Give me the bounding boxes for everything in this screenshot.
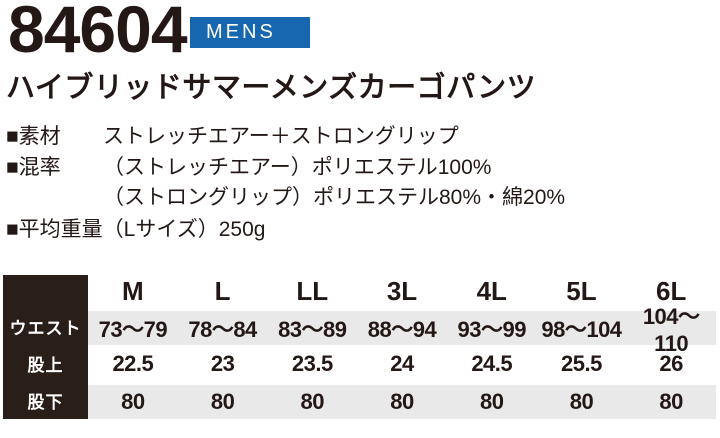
rise-value: 24 — [390, 350, 414, 376]
row-label-waist: ウエスト — [9, 319, 82, 338]
product-number: 84604 — [8, 0, 188, 66]
average-weight-line: ■平均重量（Lサイズ）250g — [6, 218, 266, 241]
size-table-label-column: ウエスト 股上 股下 — [3, 275, 88, 419]
size-table: ウエスト 股上 股下 M L LL 3L 4L 5L 6L 73〜79 78〜8… — [3, 275, 716, 419]
inseam-value: 80 — [390, 389, 414, 414]
size-header-ll: LL — [296, 276, 329, 306]
row-label-rise: 股上 — [27, 356, 64, 375]
table-row-waist: 73〜79 78〜84 83〜89 88〜94 93〜99 98〜104 104… — [88, 304, 716, 356]
inseam-value: 80 — [659, 389, 683, 414]
rise-value: 26 — [659, 350, 683, 376]
table-row-inseam: 80 80 80 80 80 80 80 — [88, 382, 716, 419]
size-table-corner-cell — [3, 275, 88, 308]
gender-badge: MENS — [190, 17, 310, 48]
waist-value: 83〜89 — [278, 317, 347, 342]
waist-value: 93〜99 — [457, 317, 527, 342]
table-row-rise: 22.5 23 23.5 24 24.5 25.5 26 — [88, 345, 716, 382]
waist-value: 73〜79 — [98, 317, 168, 342]
spec-label-composition: ■混率 — [6, 155, 61, 179]
spec-label-empty — [6, 183, 103, 214]
waist-value: 88〜94 — [367, 317, 437, 342]
product-title: ハイブリッドサマーメンズカーゴパンツ — [6, 72, 537, 104]
rise-value: 22.5 — [112, 350, 154, 376]
rise-value: 24.5 — [471, 350, 513, 376]
waist-value: 104〜110 — [642, 304, 700, 356]
inseam-value: 80 — [569, 389, 594, 414]
spec-value-composition-1: （ストレッチエアー）ポリエステル100% — [103, 155, 492, 179]
rise-value: 23.5 — [291, 350, 333, 376]
spec-value-material: ストレッチエアー＋ストロングリップ — [103, 125, 459, 148]
spec-row-composition-2: （ストロングリップ）ポリエステル80%・綿20% — [6, 183, 565, 214]
inseam-value: 80 — [121, 389, 145, 414]
size-header-row: M L LL 3L 4L 5L 6L — [88, 275, 716, 308]
spec-row-composition: ■混率 （ストレッチエアー）ポリエステル100% — [6, 153, 565, 184]
spec-label-material: ■素材 — [6, 125, 61, 148]
rise-value: 23 — [210, 350, 235, 376]
size-header-l: L — [214, 276, 231, 306]
size-header-3l: 3L — [386, 276, 418, 306]
row-label-inseam: 股下 — [27, 393, 64, 412]
rise-value: 25.5 — [561, 350, 602, 376]
inseam-value: 80 — [479, 389, 504, 414]
size-header-m: M — [122, 276, 144, 306]
waist-value: 98〜104 — [541, 317, 622, 342]
inseam-value: 80 — [210, 389, 235, 414]
waist-value: 78〜84 — [188, 317, 257, 342]
size-header-5l: 5L — [566, 276, 597, 306]
spec-list: ■素材 ストレッチエアー＋ストロングリップ ■混率 （ストレッチエアー）ポリエス… — [6, 122, 565, 214]
size-header-6l: 6L — [656, 276, 687, 306]
spec-value-composition-2: （ストロングリップ）ポリエステル80%・綿20% — [103, 186, 566, 209]
spec-row-material: ■素材 ストレッチエアー＋ストロングリップ — [6, 122, 565, 153]
inseam-value: 80 — [300, 389, 325, 414]
size-table-data-column: M L LL 3L 4L 5L 6L 73〜79 78〜84 83〜89 88〜… — [88, 275, 716, 419]
size-header-4l: 4L — [476, 276, 507, 306]
